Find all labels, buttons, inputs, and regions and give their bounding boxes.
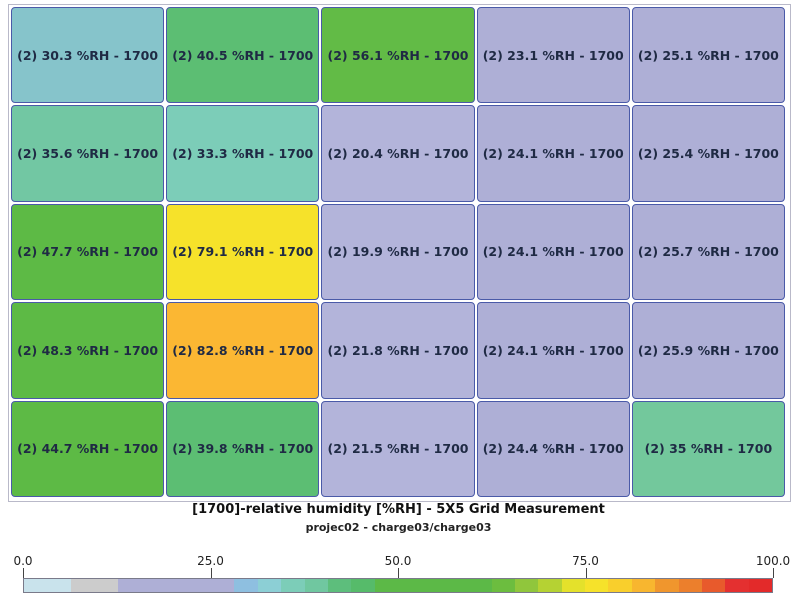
heatmap-cell: (2) 24.1 %RH - 1700 — [476, 105, 630, 202]
colorbar-swatch — [281, 579, 305, 592]
heatmap-cell: (2) 23.1 %RH - 1700 — [476, 7, 630, 104]
colorbar-swatch — [187, 579, 211, 592]
colorbar-swatch — [24, 579, 48, 592]
heatmap-cell: (2) 35 %RH - 1700 — [631, 400, 785, 497]
heatmap-cell: (2) 30.3 %RH - 1700 — [11, 7, 165, 104]
heatmap-cell: (2) 24.1 %RH - 1700 — [476, 302, 630, 399]
colorbar — [23, 578, 773, 593]
colorbar-tick-mark — [23, 568, 24, 578]
heatmap-cell: (2) 25.7 %RH - 1700 — [631, 203, 785, 301]
colorbar-swatch — [421, 579, 445, 592]
colorbar-swatch — [585, 579, 609, 592]
colorbar-tick-label: 50.0 — [384, 554, 412, 568]
colorbar-tick-label: 100.0 — [755, 554, 791, 568]
heatmap-cell: (2) 19.9 %RH - 1700 — [321, 203, 475, 301]
colorbar-swatch — [608, 579, 632, 592]
chart-subtitle: projec02 - charge03/charge03 — [305, 521, 492, 534]
heatmap-cell: (2) 40.5 %RH - 1700 — [166, 7, 320, 104]
heatmap-cell: (2) 39.8 %RH - 1700 — [166, 400, 320, 497]
heatmap-cell: (2) 21.8 %RH - 1700 — [321, 302, 475, 399]
colorbar-swatch — [47, 579, 71, 592]
heatmap-grid: (2) 30.3 %RH - 1700 (2) 40.5 %RH - 1700 (2… — [10, 6, 786, 498]
heatmap-cell: (2) 24.4 %RH - 1700 — [476, 400, 630, 497]
colorbar-tick-mark — [398, 568, 399, 578]
heatmap-cell: (2) 20.4 %RH - 1700 — [321, 105, 475, 202]
colorbar-swatch — [538, 579, 562, 592]
colorbar-swatch — [444, 579, 469, 592]
heatmap-cell: (2) 44.7 %RH - 1700 — [11, 400, 165, 497]
colorbar-swatch — [374, 579, 398, 592]
colorbar-swatch — [678, 579, 702, 592]
heatmap-cell: (2) 25.4 %RH - 1700 — [631, 105, 785, 202]
colorbar-tick-label: 0.0 — [13, 554, 33, 568]
colorbar-swatch — [561, 579, 585, 592]
heatmap-cell: (2) 33.3 %RH - 1700 — [166, 105, 320, 202]
colorbar-swatch — [468, 579, 492, 592]
colorbar-swatch — [655, 579, 679, 592]
heatmap-cell: (2) 82.8 %RH - 1700 — [166, 302, 320, 399]
colorbar-swatch — [701, 579, 726, 592]
colorbar-swatch — [327, 579, 352, 592]
colorbar-swatch — [234, 579, 258, 592]
colorbar-swatch — [631, 579, 656, 592]
heatmap-cell: (2) 25.9 %RH - 1700 — [631, 302, 785, 399]
colorbar-swatch — [398, 579, 422, 592]
chart-title: [1700]-relative humidity [%RH] - 5X5 Gri… — [192, 502, 605, 517]
colorbar-tick-mark — [211, 568, 212, 578]
colorbar-swatch — [70, 579, 95, 592]
heatmap-cell: (2) 79.1 %RH - 1700 — [166, 203, 320, 301]
colorbar-swatch — [94, 579, 118, 592]
heatmap-cell: (2) 21.5 %RH - 1700 — [321, 400, 475, 497]
colorbar-swatch — [211, 579, 235, 592]
colorbar-tick-mark — [773, 568, 774, 578]
colorbar-tick-label: 25.0 — [197, 554, 224, 568]
color-legend: 0.0 25.0 50.0 75.0 100.0 — [0, 548, 797, 608]
colorbar-swatch — [514, 579, 539, 592]
colorbar-tick-mark — [586, 568, 587, 578]
colorbar-swatch — [257, 579, 282, 592]
colorbar-swatch — [351, 579, 375, 592]
heatmap-cell: (2) 56.1 %RH - 1700 — [321, 7, 475, 104]
colorbar-swatch — [304, 579, 328, 592]
heatmap-cell: (2) 35.6 %RH - 1700 — [11, 105, 165, 202]
heatmap-cell: (2) 24.1 %RH - 1700 — [476, 203, 630, 301]
heatmap-cell: (2) 25.1 %RH - 1700 — [631, 7, 785, 104]
heatmap-cell: (2) 48.3 %RH - 1700 — [11, 302, 165, 399]
colorbar-swatch — [117, 579, 141, 592]
colorbar-swatch — [164, 579, 188, 592]
colorbar-swatch — [140, 579, 165, 592]
heatmap-cell: (2) 47.7 %RH - 1700 — [11, 203, 165, 301]
colorbar-swatch — [725, 579, 749, 592]
colorbar-swatch — [491, 579, 515, 592]
colorbar-swatch — [748, 579, 772, 592]
colorbar-tick-label: 75.0 — [572, 554, 599, 568]
